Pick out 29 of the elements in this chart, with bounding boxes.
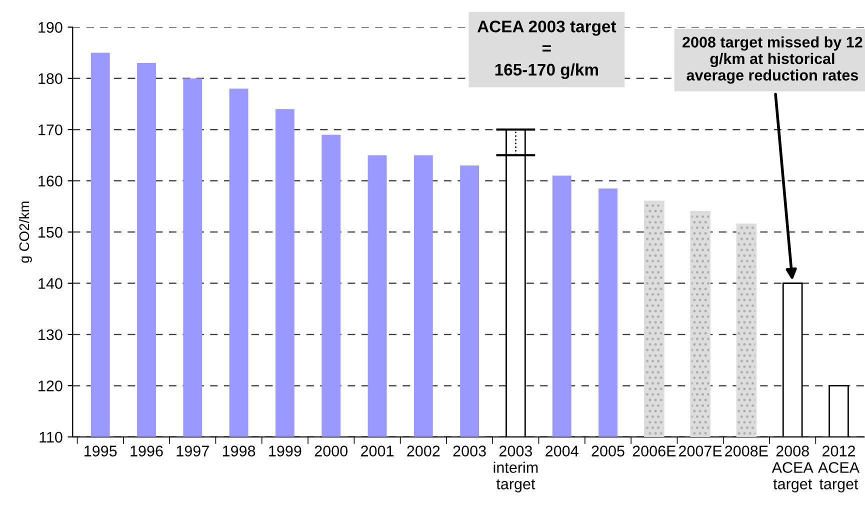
x-tick-label: 2007E bbox=[678, 446, 722, 456]
y-tick-label: 130 bbox=[38, 329, 62, 340]
x-tick-label: 2000 bbox=[314, 446, 348, 456]
x-tick-label: 2004 bbox=[546, 446, 578, 456]
x-tick-label: 2008E bbox=[725, 446, 768, 456]
annotation: 2008 target missed by 12 g/km at historical average reduction rates bbox=[682, 36, 862, 84]
y-tick-label: 110 bbox=[40, 432, 62, 443]
y-tick-label: 190 bbox=[38, 22, 62, 33]
x-tick-label: 2001 bbox=[361, 446, 394, 456]
y-axis-title: g CO2/km bbox=[18, 202, 32, 263]
x-tick-label: 1996 bbox=[130, 446, 163, 456]
annotation: ACEA 2003 target = 165-170 g/km bbox=[477, 20, 616, 79]
x-tick-label: 1998 bbox=[222, 446, 256, 456]
y-tick-label: 120 bbox=[38, 380, 62, 392]
x-tick-label: 2003 interim target bbox=[494, 446, 538, 492]
x-tick-label: 1999 bbox=[269, 446, 302, 456]
x-tick-label: 2006E bbox=[632, 446, 676, 456]
x-tick-label: 1997 bbox=[176, 446, 209, 456]
x-tick-label: 2008 ACEA target bbox=[772, 446, 814, 492]
y-tick-label: 150 bbox=[38, 226, 62, 238]
x-tick-label: 2012 ACEA target bbox=[818, 446, 860, 492]
y-tick-label: 160 bbox=[38, 176, 62, 186]
y-tick-label: 140 bbox=[38, 278, 62, 289]
x-tick-label: 2005 bbox=[592, 446, 624, 456]
y-tick-label: 170 bbox=[38, 124, 62, 136]
x-tick-label: 2002 bbox=[407, 446, 440, 456]
x-tick-label: 2003 bbox=[453, 446, 486, 456]
x-tick-label: 1995 bbox=[84, 446, 117, 456]
y-tick-label: 180 bbox=[38, 73, 62, 84]
